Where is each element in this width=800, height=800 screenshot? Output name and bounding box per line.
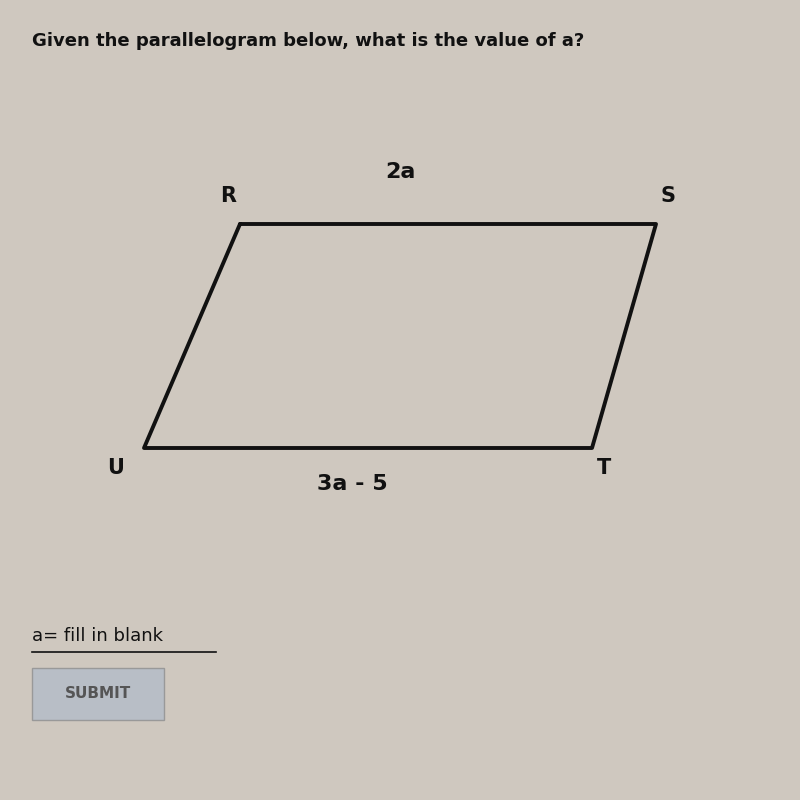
Text: T: T (597, 458, 611, 478)
Text: SUBMIT: SUBMIT (65, 686, 131, 702)
Text: 2a: 2a (385, 162, 415, 182)
Text: Given the parallelogram below, what is the value of a?: Given the parallelogram below, what is t… (32, 32, 584, 50)
Text: U: U (107, 458, 125, 478)
Text: a= fill in blank: a= fill in blank (32, 627, 163, 645)
Text: 3a - 5: 3a - 5 (317, 474, 387, 494)
Text: R: R (220, 186, 236, 206)
Text: S: S (661, 186, 675, 206)
FancyBboxPatch shape (32, 668, 164, 720)
